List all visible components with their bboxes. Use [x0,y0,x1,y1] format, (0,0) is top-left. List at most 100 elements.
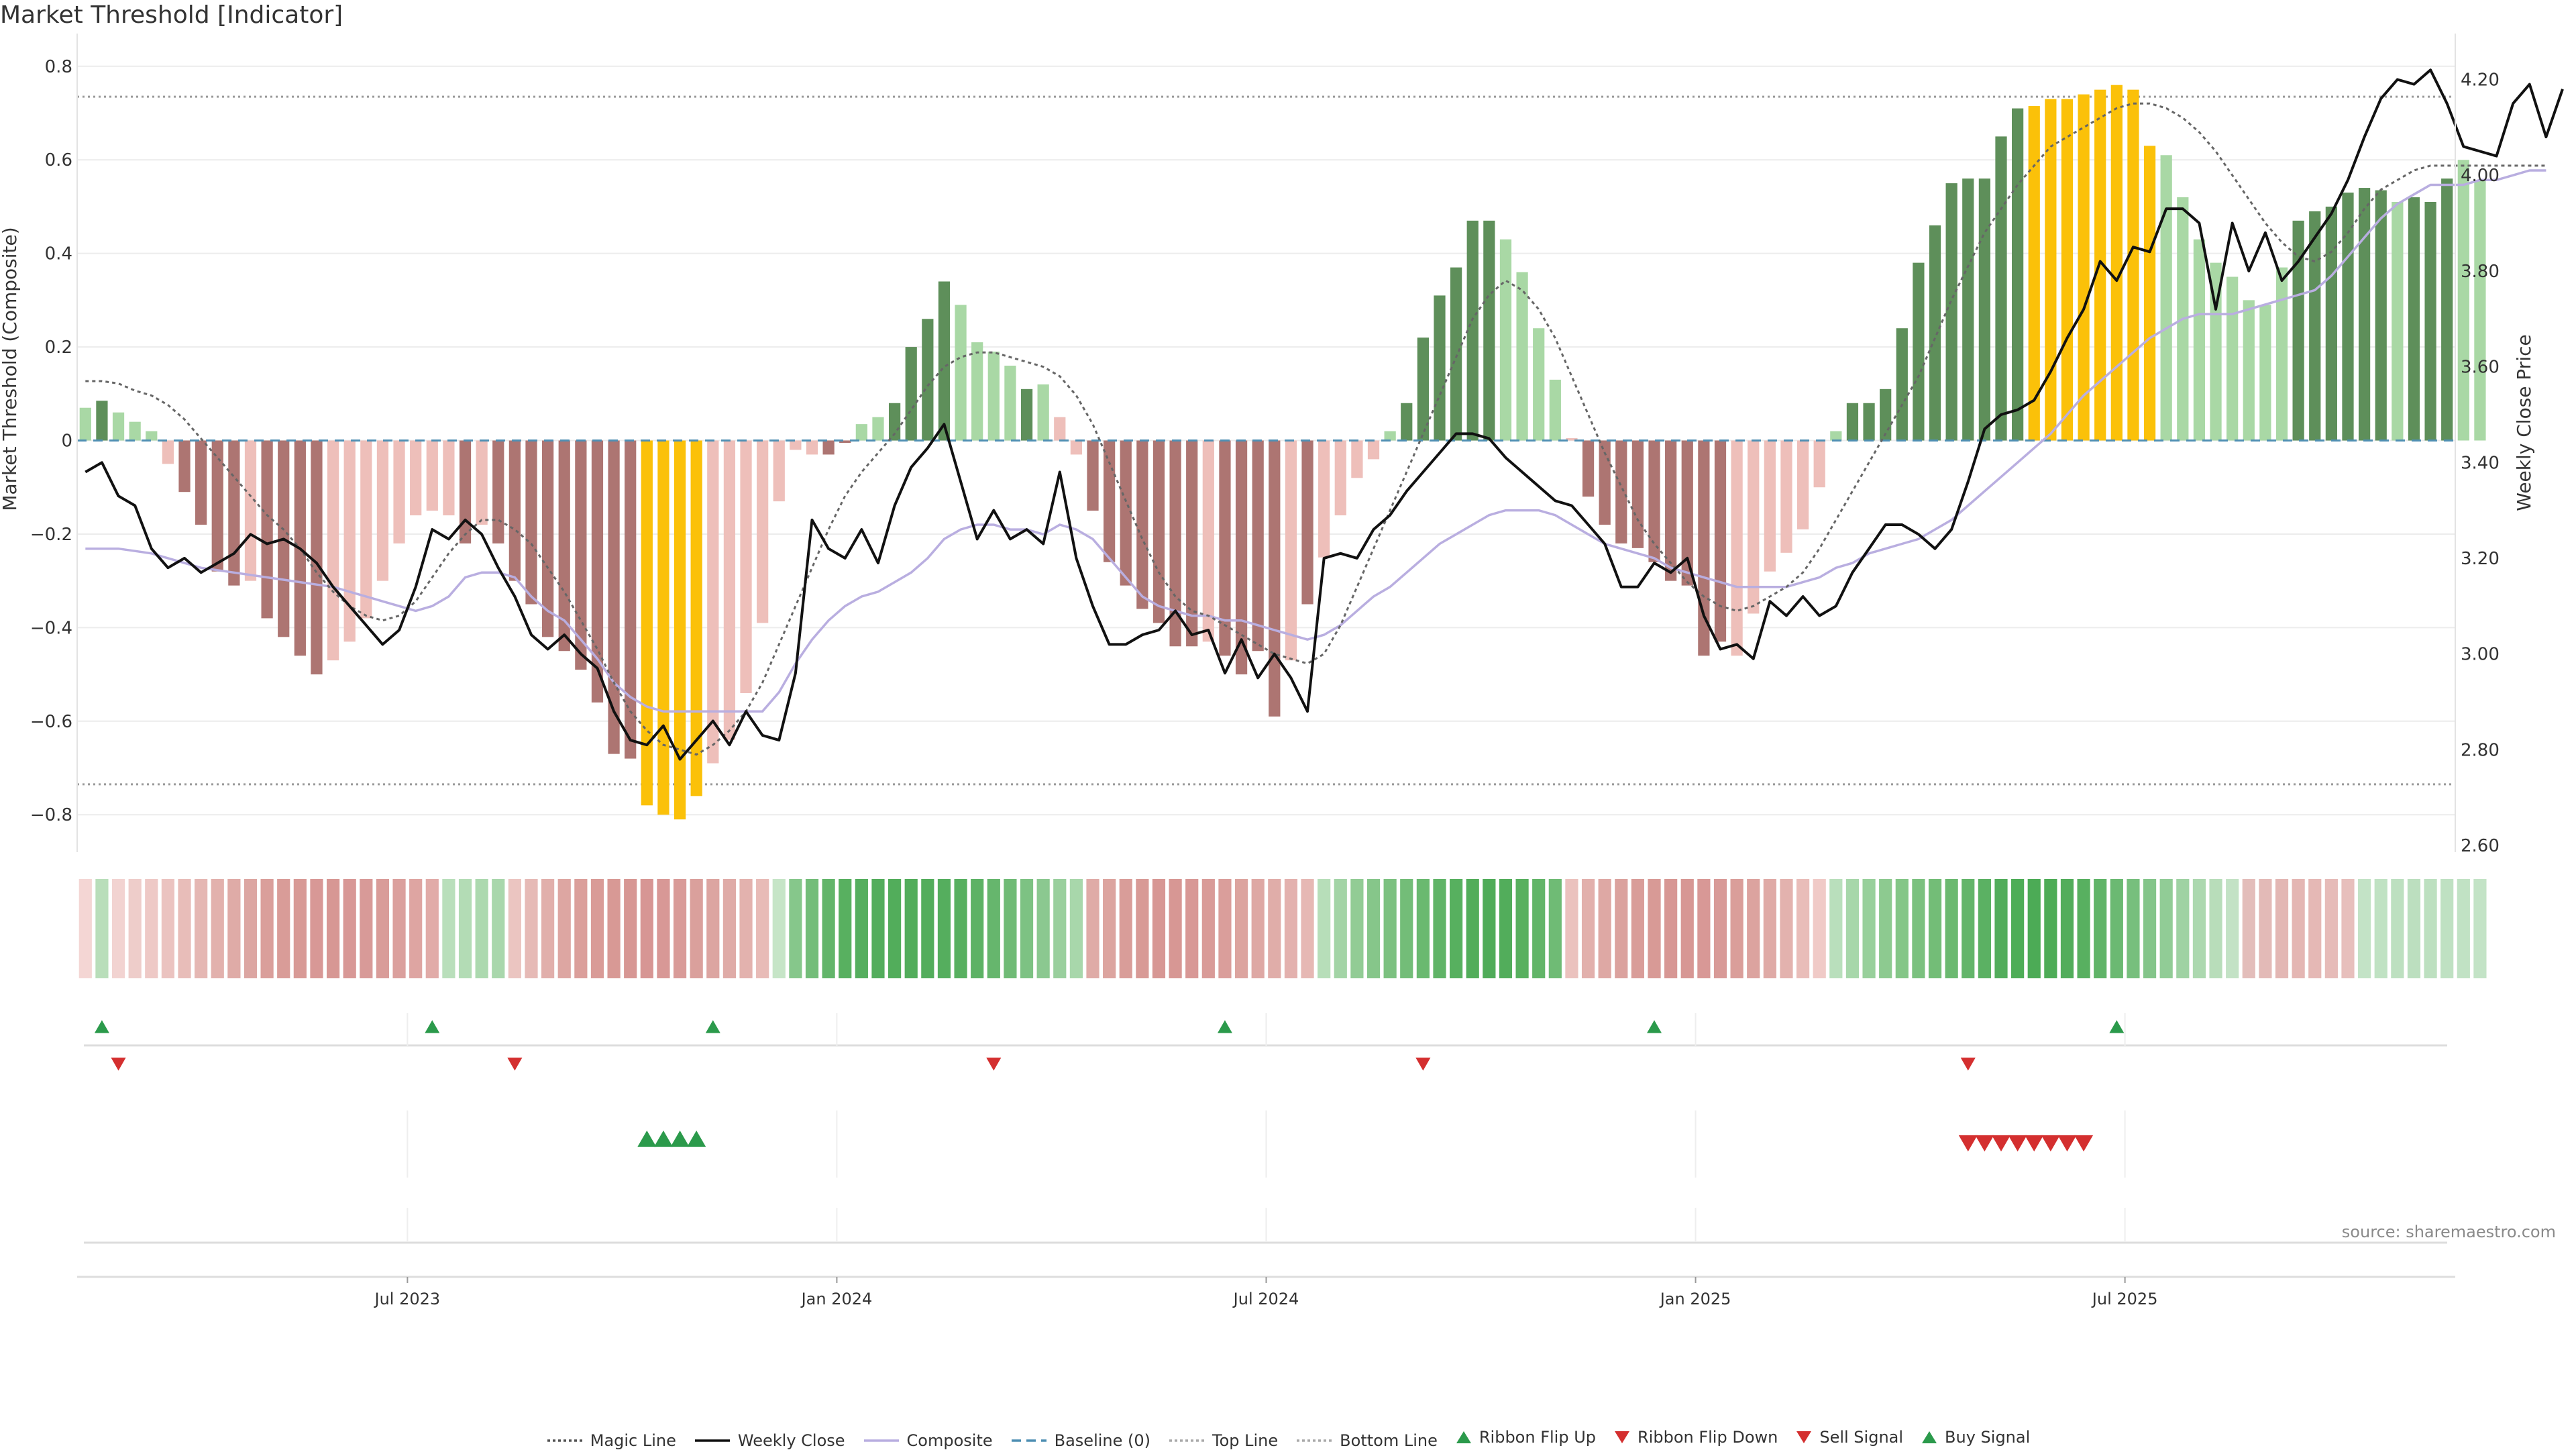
histogram-bar [625,440,637,759]
sell-signal-marker [1958,1135,1978,1152]
ribbon-cell [1928,879,1942,978]
ribbon-cell [1284,879,1298,978]
ribbon-cell [2357,879,2371,978]
dotted-line-icon [547,1439,582,1442]
ribbon-cell [392,879,406,978]
ribbon-cell [2226,879,2239,978]
histogram-bar [1450,267,1462,441]
histogram-bar [773,440,785,502]
histogram-bar [1318,440,1330,558]
histogram-bar [1582,440,1595,497]
ribbon-cell [492,879,505,978]
histogram-bar [1533,328,1545,441]
ribbon-cell [2308,879,2322,978]
histogram-bar [1070,440,1083,455]
ribbon-cell [1796,879,1810,978]
axes: 0.8 0.6 0.4 0.2 0 −0.2 −0.4 −0.6 −0.8 4.20 4.00 3.8… [0,34,2535,856]
ribbon-cell [1004,879,1017,978]
ribbon-cell [78,879,92,978]
histogram-bar [2259,305,2271,441]
y-left-tick-label: −0.8 [30,805,72,825]
sell-signal-marker [1975,1135,1994,1152]
histogram-bar [1615,440,1627,543]
x-tick-label: Jul 2024 [1232,1290,1299,1308]
histogram-bar [2375,190,2387,441]
y-left-tick-label: −0.4 [30,618,72,638]
ribbon-cell [161,879,175,978]
ribbon-cell [706,879,720,978]
ribbon-cell [822,879,835,978]
y-left-tick-label: 0.2 [45,338,72,358]
ribbon-cell [1400,879,1413,978]
histogram-bar [244,440,257,581]
ribbon-cell [640,879,653,978]
grid-lines [77,65,2455,816]
ribbon-cell [425,879,439,978]
ribbon-cell [2440,879,2454,978]
ribbon-cell [1136,879,1149,978]
histogram-bar [2061,99,2074,441]
ribbon-cell [409,879,423,978]
histogram-bar [757,440,769,623]
ribbon-cell [1366,879,1381,978]
histogram-bar [1104,440,1116,562]
triangle-up-icon [1456,1431,1471,1443]
ribbon-cell [1780,879,1793,978]
ribbon-cell [2424,879,2437,978]
histogram-bar [2110,85,2123,441]
ribbon-cell [1631,879,1645,978]
ribbon-cell [657,879,670,978]
histogram-bar [2457,160,2469,441]
histogram-bar [96,401,108,441]
histogram-bar [1037,384,1049,441]
ribbon-cell [195,879,208,978]
ribbon-cell [343,879,356,978]
ribbon-cell [2127,879,2140,978]
histogram-bar [2045,99,2057,441]
legend-label: Sell Signal [1819,1428,1904,1447]
histogram-bar [360,440,372,619]
legend-label: Composite [906,1431,993,1450]
y-left-tick-label: 0.6 [45,150,72,170]
color-ribbon [78,879,2487,978]
y-right-tick-label: 2.60 [2461,836,2500,856]
ribbon-cell [508,879,521,978]
histogram-bar [2292,220,2304,441]
histogram-bar [2078,94,2090,441]
y-left-axis-label: Market Threshold (Composite) [0,227,21,511]
histogram-bar [1549,379,1561,441]
legend-item: Bottom Line [1295,1431,1438,1450]
ribbon-cell [2473,879,2487,978]
histogram-bar [822,440,835,455]
histogram-bar [1483,220,1495,441]
ribbon-cell [178,879,191,978]
sell-signal-marker [1992,1135,2011,1152]
histogram-bar [955,305,967,441]
ribbon-cell [2143,879,2157,978]
ribbon-cell [1813,879,1826,978]
ribbon-cell [1763,879,1776,978]
histogram-bar [641,440,653,806]
ribbon-cell [1318,879,1331,978]
histogram-bar [1466,220,1479,441]
ribbon-cell [541,879,555,978]
ribbon-cell [2324,879,2338,978]
histogram-bar [1714,440,1727,642]
ribbon-cell [1152,879,1166,978]
histogram-bar [1962,178,1974,441]
ribbon-cell [1483,879,1496,978]
ribbon-cell [145,879,158,978]
ribbon-cell [1581,879,1595,978]
ribbon-cell [1945,879,1958,978]
ribbon-cell [1234,879,1248,978]
ribbon-cell [525,879,538,978]
histogram-bar [1796,440,1809,529]
histogram-bar [2408,197,2420,441]
x-axis: Jul 2023 Jan 2024 Jul 2024 Jan 2025 Jul 2025 [77,1276,2455,1308]
ribbon-cell [772,879,786,978]
histogram-bar [2474,180,2486,441]
buy-signal-marker [687,1130,706,1147]
y-right-tick-label: 2.80 [2461,740,2500,760]
y-left-tick-label: −0.6 [30,712,72,732]
price-lines [77,68,2564,761]
